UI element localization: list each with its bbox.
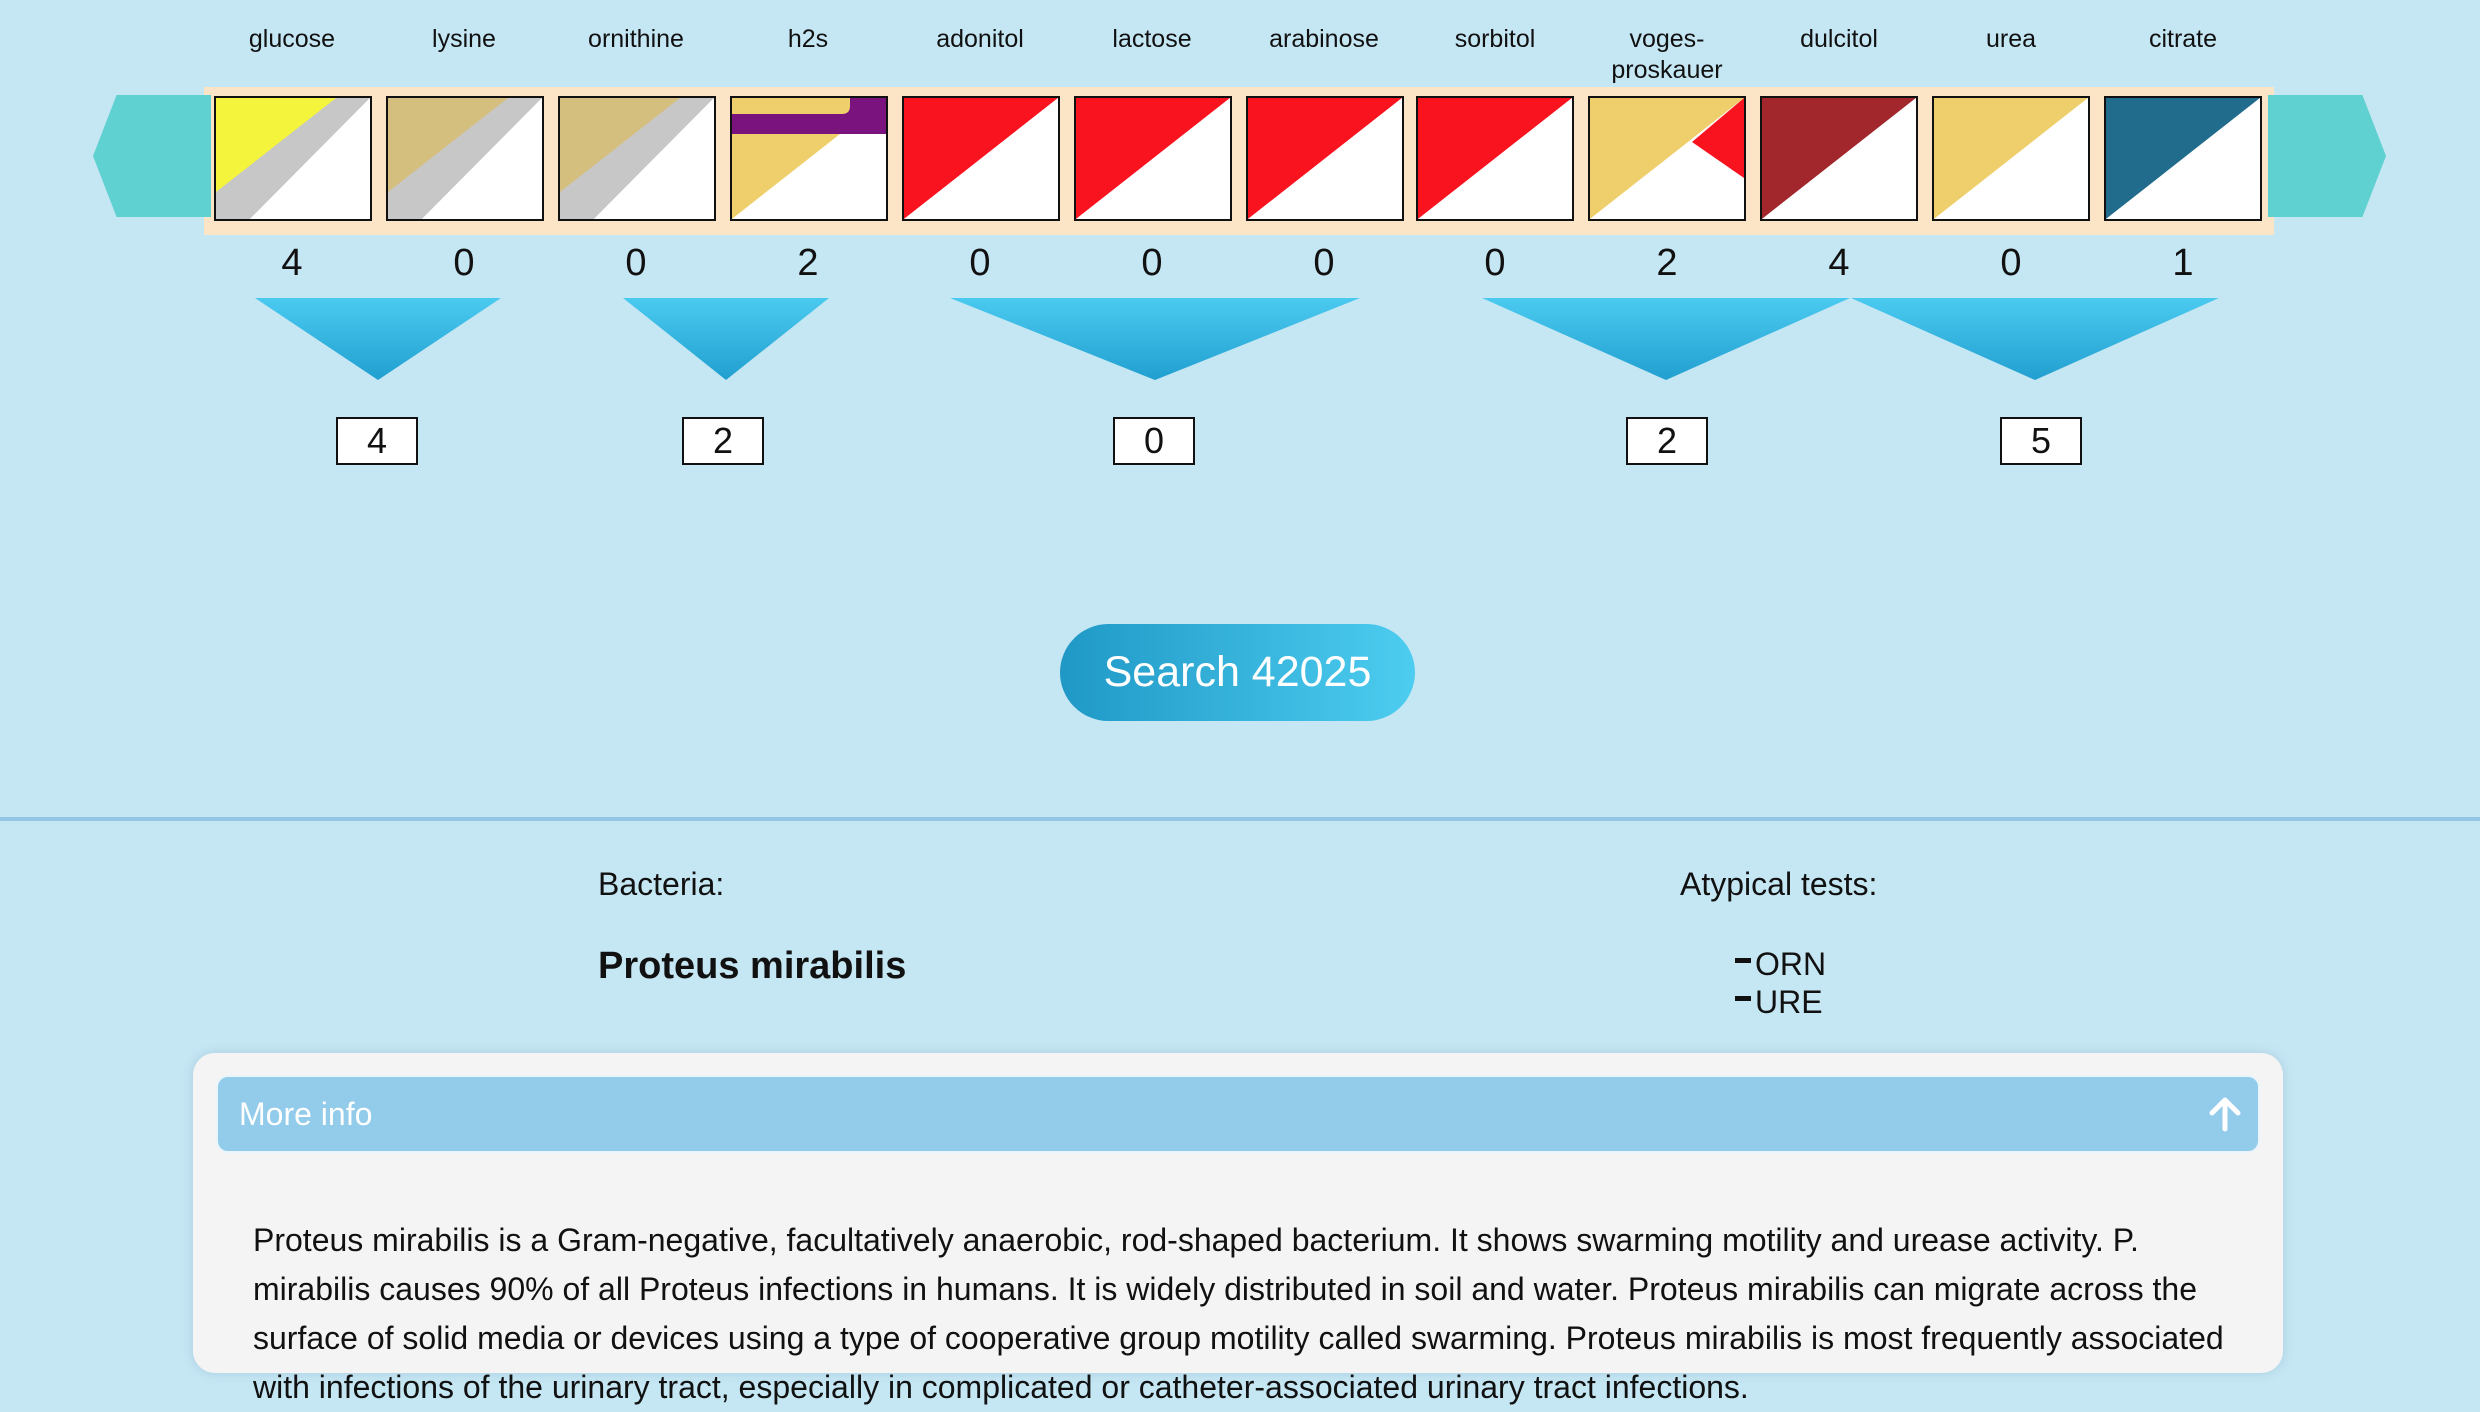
test-score: 0 bbox=[969, 242, 991, 284]
test-label-ornithine: ornithine bbox=[588, 25, 684, 53]
test-score: 2 bbox=[797, 242, 819, 284]
scroll-right-arrow[interactable] bbox=[2268, 95, 2386, 217]
tube-bottom-fill bbox=[1762, 98, 1916, 219]
more-info-title: More info bbox=[239, 1096, 373, 1132]
tube-bottom-fill bbox=[422, 98, 542, 219]
test-label-urea: urea bbox=[1985, 25, 2037, 53]
tube-bottom-fill bbox=[2106, 98, 2260, 219]
test-score: 0 bbox=[2000, 242, 2022, 284]
tube-h2s[interactable] bbox=[730, 96, 888, 221]
test-score: 4 bbox=[1828, 242, 1850, 284]
tube-lysine[interactable] bbox=[386, 96, 544, 221]
atypical-heading: Atypical tests: bbox=[1680, 866, 1878, 902]
group-value-3: 0 bbox=[1113, 417, 1195, 465]
tube-bottom-fill bbox=[1076, 98, 1230, 219]
tube-bottom-fill bbox=[1248, 98, 1402, 219]
test-score: 1 bbox=[2172, 242, 2194, 284]
test-label-voges-proskauer: voges-proskauer bbox=[1611, 25, 1723, 84]
tube-citrate[interactable] bbox=[2104, 96, 2262, 221]
test-label-glucose: glucose bbox=[248, 25, 336, 53]
test-score: 0 bbox=[1484, 242, 1506, 284]
tube-lactose[interactable] bbox=[1074, 96, 1232, 221]
more-info-text: Proteus mirabilis is a Gram-negative, fa… bbox=[253, 1222, 2224, 1405]
group-funnel-5 bbox=[1851, 298, 2219, 380]
atypical-test-item: ORN bbox=[1735, 945, 1826, 983]
tube-glucose[interactable] bbox=[214, 96, 372, 221]
tube-accent bbox=[1692, 98, 1744, 178]
tube-bottom-fill bbox=[904, 98, 1058, 219]
tube-band bbox=[732, 98, 886, 134]
tube-bottom-fill bbox=[594, 98, 714, 219]
group-value-1: 4 bbox=[336, 417, 418, 465]
tube-stripe bbox=[560, 98, 714, 219]
dash-icon bbox=[1735, 996, 1751, 1002]
more-info-toggle[interactable]: More info bbox=[216, 1075, 2260, 1153]
more-info-card: More info Proteus mirabilis is a Gram-ne… bbox=[193, 1053, 2283, 1405]
test-score: 0 bbox=[453, 242, 475, 284]
test-label-lactose: lactose bbox=[1112, 25, 1192, 53]
group-funnel-1 bbox=[255, 298, 501, 380]
test-label-dulcitol: dulcitol bbox=[1800, 25, 1878, 53]
bacteria-name: Proteus mirabilis bbox=[598, 945, 907, 987]
tube-sorbitol[interactable] bbox=[1416, 96, 1574, 221]
test-label-arabinose: arabinose bbox=[1269, 25, 1379, 53]
tube-ornithine[interactable] bbox=[558, 96, 716, 221]
tube-stripe bbox=[388, 98, 542, 219]
test-label-h2s: h2s bbox=[787, 25, 829, 53]
tube-dulcitol[interactable] bbox=[1760, 96, 1918, 221]
arrow-up-icon[interactable] bbox=[2206, 1095, 2244, 1133]
dash-icon bbox=[1735, 958, 1751, 964]
group-value-2: 2 bbox=[682, 417, 764, 465]
group-funnel-2 bbox=[623, 298, 829, 380]
test-score: 4 bbox=[281, 242, 303, 284]
test-label-adonitol: adonitol bbox=[936, 25, 1024, 53]
test-score: 2 bbox=[1656, 242, 1678, 284]
tube-bottom-fill bbox=[250, 98, 370, 219]
test-strip bbox=[204, 87, 2274, 235]
atypical-tests-list: ORN URE bbox=[1735, 945, 1826, 1021]
tube-bottom-fill bbox=[1418, 98, 1572, 219]
tube-bottom-fill bbox=[1934, 98, 2088, 219]
tube-urea[interactable] bbox=[1932, 96, 2090, 221]
tube-arabinose[interactable] bbox=[1246, 96, 1404, 221]
test-label-sorbitol: sorbitol bbox=[1454, 25, 1536, 53]
group-value-5: 5 bbox=[2000, 417, 2082, 465]
tube-stripe bbox=[216, 98, 370, 219]
section-divider bbox=[0, 817, 2480, 821]
test-label-citrate: citrate bbox=[2148, 25, 2218, 53]
search-button[interactable]: Search 42025 bbox=[1060, 624, 1415, 721]
scroll-left-arrow[interactable] bbox=[93, 95, 211, 217]
atypical-test-item: URE bbox=[1735, 983, 1826, 1021]
tube-voges-proskauer[interactable] bbox=[1588, 96, 1746, 221]
group-value-4: 2 bbox=[1626, 417, 1708, 465]
tube-adonitol[interactable] bbox=[902, 96, 1060, 221]
bacteria-heading: Bacteria: bbox=[598, 866, 725, 902]
test-label-lysine: lysine bbox=[432, 25, 496, 53]
tube-bottom-fill bbox=[1590, 98, 1744, 219]
group-funnel-4 bbox=[1482, 298, 1850, 380]
test-score: 0 bbox=[1313, 242, 1335, 284]
test-score: 0 bbox=[625, 242, 647, 284]
group-funnel-3 bbox=[950, 298, 1360, 380]
test-score: 0 bbox=[1141, 242, 1163, 284]
